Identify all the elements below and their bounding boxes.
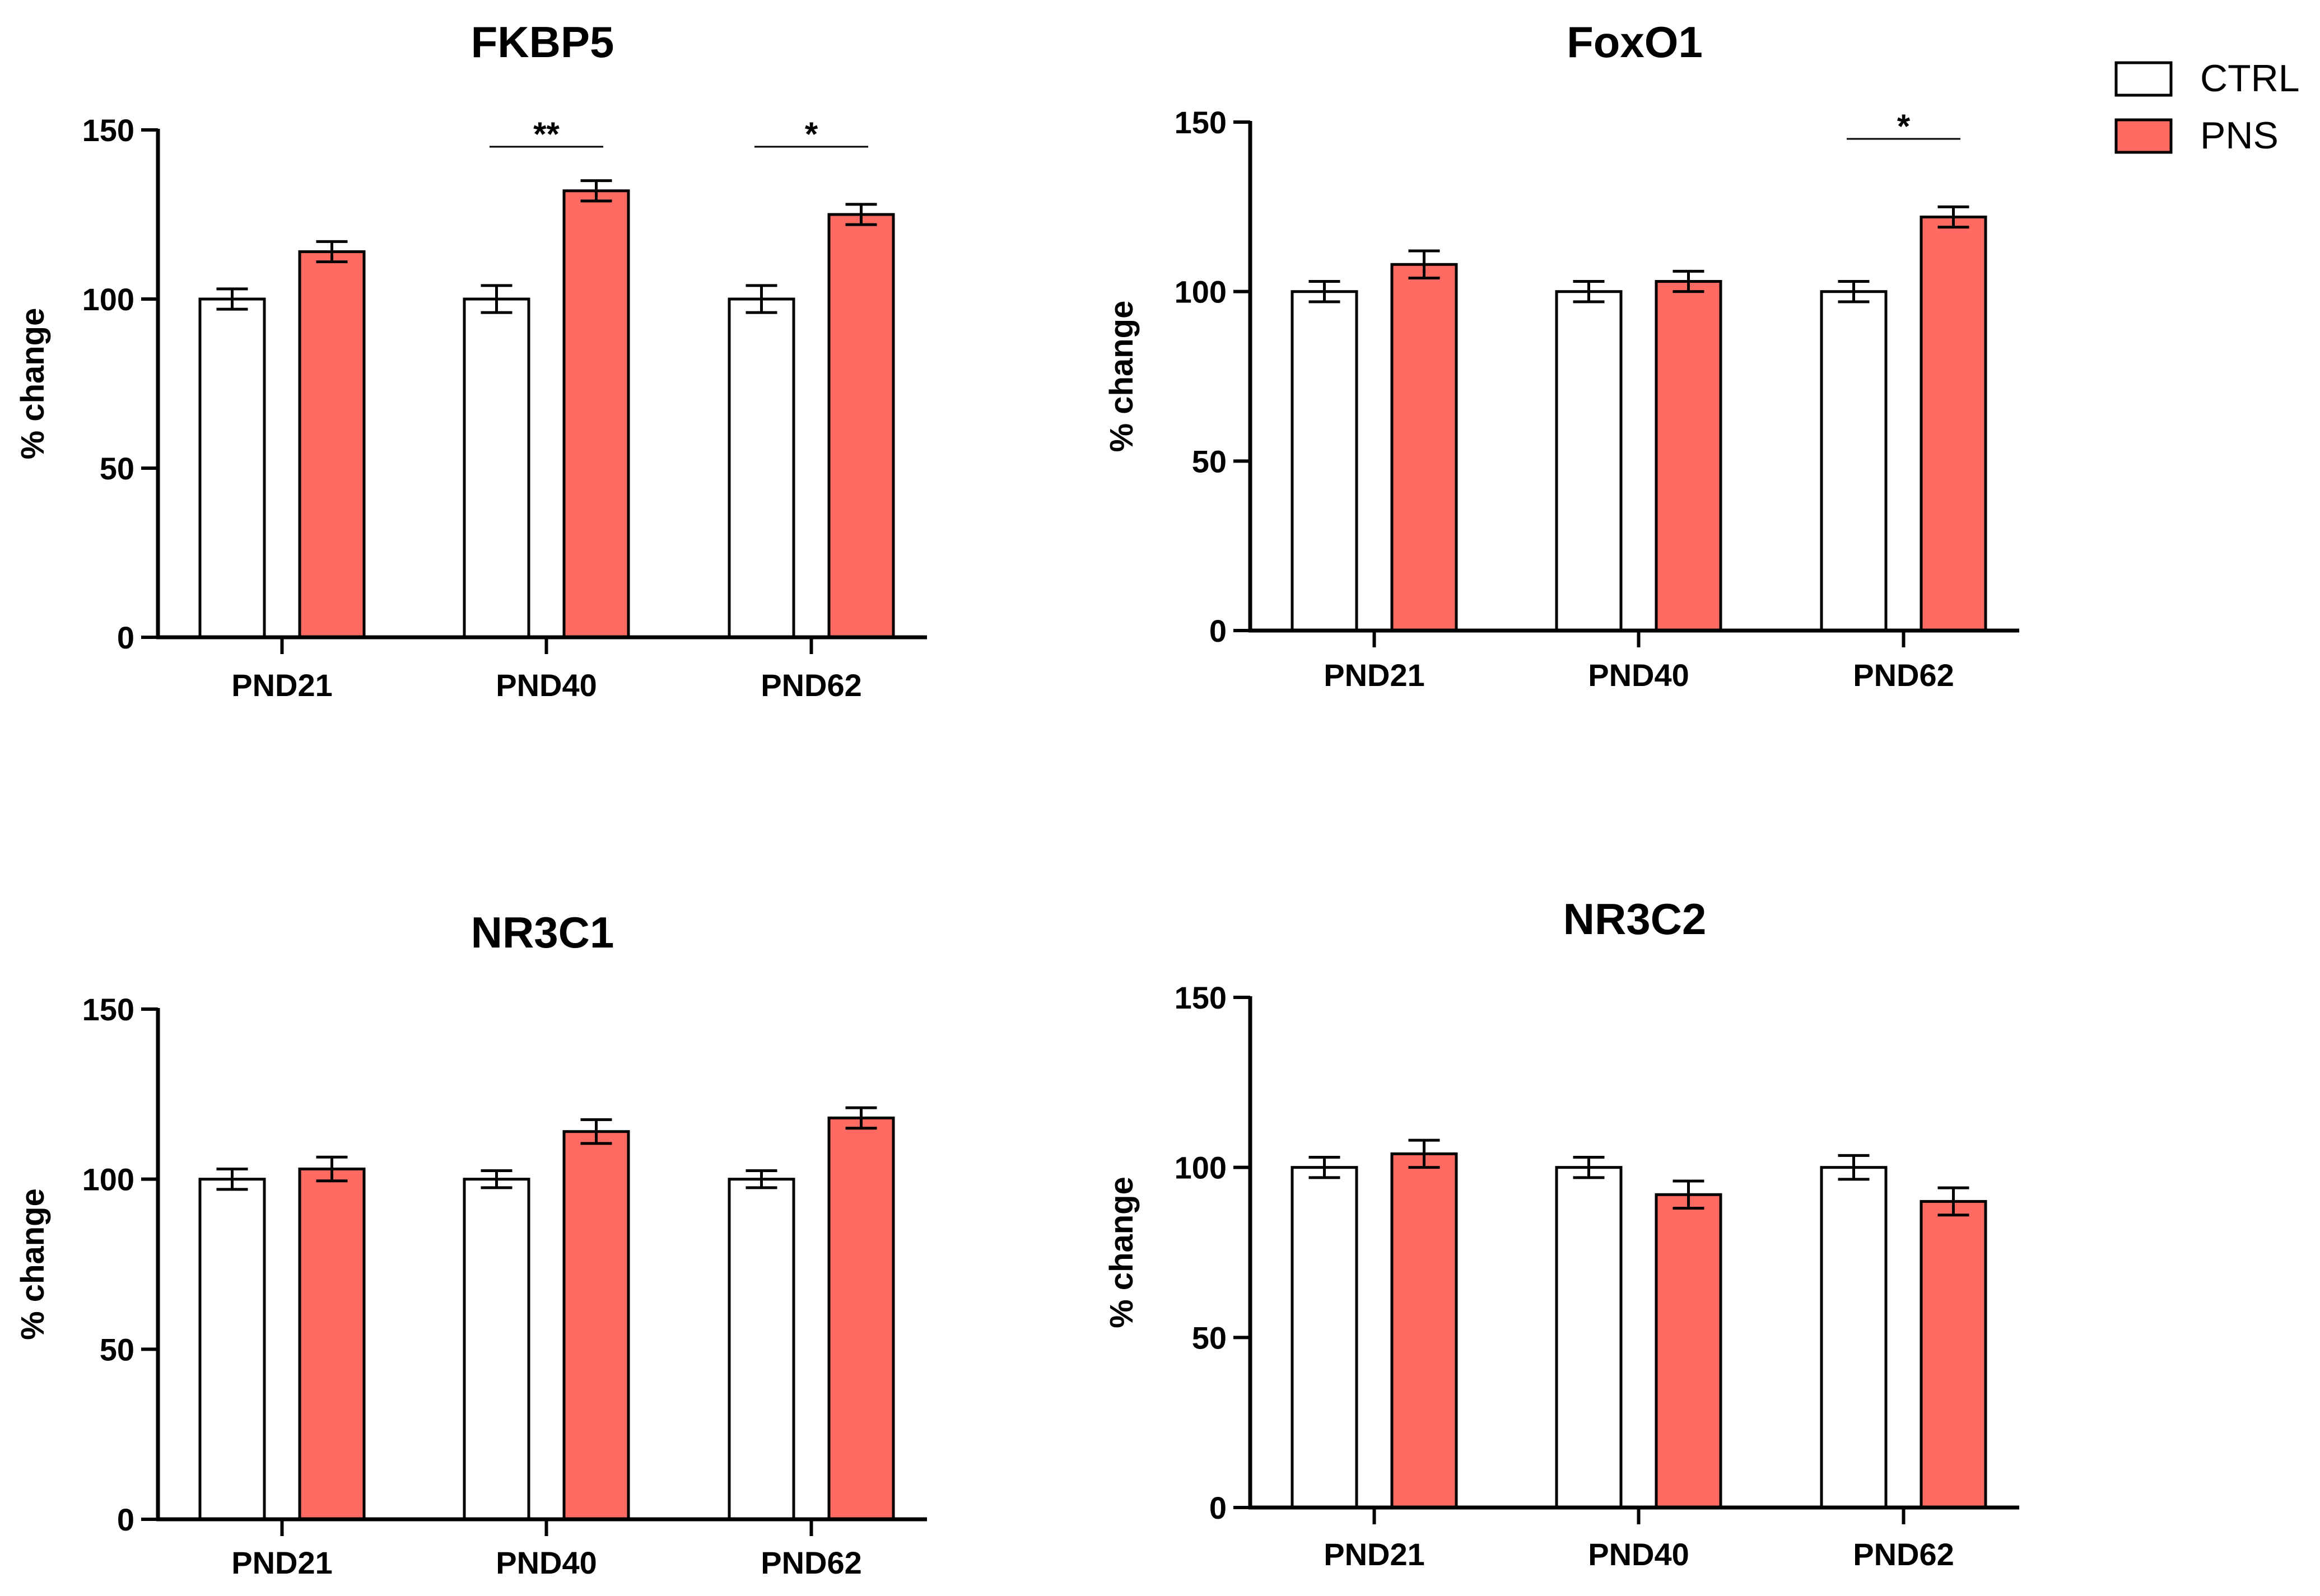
bar-pns-pnd40 bbox=[562, 1130, 630, 1521]
bar-pns-pnd21 bbox=[1390, 1152, 1458, 1509]
y-axis-label: % change bbox=[1103, 1177, 1140, 1328]
chart-title: FKBP5 bbox=[471, 17, 614, 67]
y-tick-label: 150 bbox=[82, 992, 134, 1027]
bar-ctrl-pnd21 bbox=[198, 1178, 266, 1521]
x-tick-label: PND21 bbox=[1324, 1537, 1425, 1572]
y-tick-label: 150 bbox=[1175, 105, 1227, 140]
bar-pns-pnd40 bbox=[562, 189, 630, 639]
bar-ctrl-pnd21 bbox=[1291, 1166, 1358, 1509]
bar-pns-pnd62 bbox=[827, 213, 895, 639]
y-tick-label: 0 bbox=[117, 1502, 134, 1537]
x-tick-label: PND62 bbox=[1853, 1537, 1954, 1572]
y-tick-label: 50 bbox=[1192, 444, 1227, 479]
y-tick-label: 0 bbox=[117, 620, 134, 655]
bar-ctrl-pnd21 bbox=[1291, 290, 1358, 632]
x-tick-label: PND62 bbox=[1853, 657, 1954, 693]
y-tick-label: 0 bbox=[1209, 1490, 1227, 1525]
y-axis-label: % change bbox=[1103, 301, 1140, 452]
bar-ctrl-pnd40 bbox=[1555, 1166, 1623, 1509]
legend-label-ctrl: CTRL bbox=[2200, 57, 2300, 100]
x-tick-label: PND62 bbox=[761, 668, 862, 703]
bar-ctrl-pnd40 bbox=[463, 297, 530, 639]
bar-pns-pnd40 bbox=[1655, 1193, 1722, 1509]
x-tick-label: PND40 bbox=[496, 1545, 597, 1580]
y-tick-label: 50 bbox=[100, 1332, 134, 1367]
x-tick-label: PND40 bbox=[1588, 657, 1689, 693]
y-axis-label: % change bbox=[15, 1188, 51, 1340]
chart-title: NR3C1 bbox=[471, 908, 614, 957]
x-tick-label: PND40 bbox=[496, 668, 597, 703]
y-axis-label: % change bbox=[15, 308, 51, 460]
chart-title: FoxO1 bbox=[1567, 17, 1703, 67]
chart-panel-nr3c1: NR3C1 % change 0 50 100 150 PND21 PND40 PND62 bbox=[15, 908, 927, 1580]
bar-ctrl-pnd40 bbox=[463, 1178, 530, 1521]
bar-pns-pnd62 bbox=[1920, 215, 1987, 632]
bar-ctrl-pnd62 bbox=[1820, 1166, 1888, 1509]
y-tick-label: 0 bbox=[1209, 613, 1227, 648]
bar-ctrl-pnd40 bbox=[1555, 290, 1623, 632]
y-tick-label: 50 bbox=[100, 451, 134, 486]
chart-panel-nr3c2: NR3C2 % change 0 50 100 150 PND21 PND40 PND62 bbox=[1103, 894, 2019, 1572]
bar-pns-pnd62 bbox=[827, 1116, 895, 1521]
legend-label-pns: PNS bbox=[2200, 114, 2279, 157]
significance-marker: * bbox=[1897, 108, 1911, 145]
bar-pns-pnd21 bbox=[298, 1167, 366, 1521]
x-tick-label: PND21 bbox=[1324, 657, 1425, 693]
y-tick-label: 150 bbox=[82, 113, 134, 148]
x-tick-label: PND21 bbox=[231, 1545, 333, 1580]
x-tick-label: PND40 bbox=[1588, 1537, 1689, 1572]
bar-pns-pnd21 bbox=[1390, 263, 1458, 632]
x-tick-label: PND62 bbox=[761, 1545, 862, 1580]
bar-pns-pnd62 bbox=[1920, 1200, 1987, 1509]
y-tick-label: 100 bbox=[1175, 1150, 1227, 1186]
y-tick-label: 150 bbox=[1175, 980, 1227, 1015]
legend: CTRL PNS bbox=[2114, 57, 2300, 157]
y-tick-label: 100 bbox=[1175, 274, 1227, 310]
y-tick-label: 100 bbox=[82, 1162, 134, 1197]
bar-pns-pnd40 bbox=[1655, 280, 1722, 632]
chart-title: NR3C2 bbox=[1563, 894, 1707, 944]
y-tick-label: 50 bbox=[1192, 1320, 1227, 1355]
significance-marker: ** bbox=[533, 115, 560, 153]
x-tick-label: PND21 bbox=[231, 668, 333, 703]
bar-ctrl-pnd62 bbox=[1820, 290, 1888, 632]
bar-ctrl-pnd21 bbox=[198, 297, 266, 639]
bar-ctrl-pnd62 bbox=[728, 1178, 795, 1521]
chart-panel-foxo1: FoxO1 % change 0 50 100 150 PND21 PND40 PND62 * bbox=[1103, 17, 2019, 693]
significance-marker: * bbox=[805, 115, 818, 153]
bar-pns-pnd21 bbox=[298, 250, 366, 639]
legend-swatch-ctrl bbox=[2114, 61, 2173, 97]
y-tick-label: 100 bbox=[82, 282, 134, 317]
bar-ctrl-pnd62 bbox=[728, 297, 795, 639]
legend-swatch-pns bbox=[2114, 118, 2173, 154]
